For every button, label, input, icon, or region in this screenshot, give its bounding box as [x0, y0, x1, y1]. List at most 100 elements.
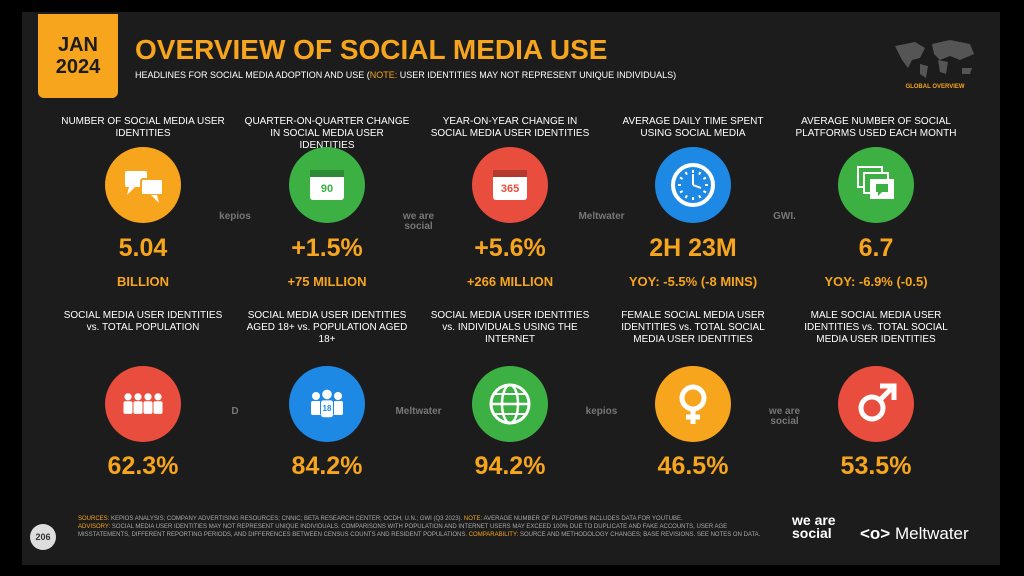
icon-shape — [334, 392, 342, 400]
comparability: SOURCE AND METHODOLOGY CHANGES; BASE REV… — [518, 532, 761, 538]
icon-shape: 18 — [289, 366, 365, 442]
icon-shape — [684, 171, 688, 176]
icon-shape — [105, 147, 181, 223]
icon-shape — [702, 176, 707, 180]
page-number: 206 — [30, 524, 56, 550]
icon-shape — [671, 163, 715, 207]
stat-label: AVERAGE NUMBER OF SOCIAL PLATFORMS USED … — [795, 116, 957, 139]
comparability-label: COMPARABILITY: — [468, 532, 519, 538]
icon-text: 90 — [321, 183, 333, 195]
stat-label: YEAR-ON-YEAR CHANGE IN SOCIAL MEDIA USER… — [430, 116, 590, 139]
icon — [105, 147, 181, 223]
subtitle-note-label: NOTE: — [369, 70, 398, 80]
stat-value: 5.04 — [118, 234, 168, 262]
icon-shape — [143, 401, 153, 414]
stat-sub: BILLION — [117, 274, 169, 289]
icon-shape — [124, 393, 132, 401]
source-logo: kepios — [585, 406, 618, 417]
stat-label: QUARTER-ON-QUARTER CHANGE IN SOCIAL MEDI… — [244, 116, 410, 151]
stat-value: 62.3% — [107, 452, 179, 480]
icon-shape — [679, 176, 684, 180]
sources-label: SOURCES: — [78, 516, 110, 522]
icon-shape — [144, 393, 152, 401]
source-logo: Meltwater — [578, 211, 625, 222]
icon-shape — [493, 170, 527, 177]
stat-sub: +75 MILLION — [287, 274, 367, 289]
source-logo: GWI. — [773, 211, 796, 222]
world-map — [895, 40, 974, 78]
stat-value: 2H 23M — [649, 234, 737, 262]
icon-shape — [655, 147, 731, 223]
title: OVERVIEW OF SOCIAL MEDIA USE — [135, 34, 608, 65]
sources: KEPIOS ANALYSIS; COMPANY ADVERTISING RES… — [109, 516, 464, 522]
subtitle-main: HEADLINES FOR SOCIAL MEDIA ADOPTION AND … — [135, 70, 370, 80]
icon-shape — [880, 383, 897, 400]
source-logo: we are social — [768, 406, 801, 427]
advisory-label: ADVISORY: — [78, 524, 111, 530]
stat-value: 46.5% — [657, 452, 729, 480]
icon-shape — [655, 366, 731, 442]
icon-shape: 365 — [472, 147, 548, 223]
icon-shape — [698, 171, 702, 176]
stat-label: FEMALE SOCIAL MEDIA USER IDENTITIES vs. … — [621, 310, 765, 345]
icon-shape — [858, 394, 886, 422]
source-logo: we are social — [402, 211, 435, 232]
stat-label: SOCIAL MEDIA USER IDENTITIES AGED 18+ vs… — [246, 310, 408, 345]
icon-shape — [310, 170, 344, 200]
stat-value: 84.2% — [291, 452, 363, 480]
slide: JAN 2024 OVERVIEW OF SOCIAL MEDIA USE HEA… — [22, 12, 1000, 565]
source-logo: D — [231, 406, 239, 417]
advisory: SOCIAL MEDIA USER IDENTITIES MAY NOT REP… — [78, 524, 728, 538]
icon: 18 — [289, 366, 365, 442]
icon-shape — [123, 401, 133, 414]
icon-shape — [702, 190, 707, 194]
icon-shape — [153, 401, 163, 414]
icon — [655, 147, 731, 223]
icon-shape — [133, 401, 143, 414]
icon-shape — [838, 366, 914, 442]
icon-shape — [679, 190, 684, 194]
stat-sub: YOY: -5.5% (-8 MINS) — [628, 274, 758, 289]
source-logo: kepios — [219, 211, 251, 222]
icon: 90 — [289, 147, 365, 223]
icon-shape — [151, 195, 159, 203]
map-label: GLOBAL OVERVIEW — [905, 84, 965, 90]
stat-value: +1.5% — [291, 234, 363, 262]
badge-text: JAN 2024 — [38, 34, 118, 78]
date-badge: JAN 2024 — [38, 14, 118, 98]
note: AVERAGE NUMBER OF PLATFORMS INCLUDES DAT… — [482, 516, 683, 522]
continents — [895, 40, 974, 78]
we-are-social-logo: we are social — [792, 512, 836, 541]
stat-value: 53.5% — [840, 452, 912, 480]
subtitle: HEADLINES FOR SOCIAL MEDIA ADOPTION AND … — [135, 70, 676, 80]
meltwater-text: Meltwater — [894, 524, 969, 543]
icon-shape — [878, 387, 893, 402]
stat-value: +5.6% — [474, 234, 546, 262]
icon-shape — [493, 170, 527, 200]
icon-shape — [838, 147, 914, 223]
stat-sub: +266 MILLION — [466, 274, 554, 289]
icon-shape — [154, 393, 162, 401]
icon-shape — [655, 366, 731, 442]
icon-shape — [310, 170, 344, 177]
stat-label: SOCIAL MEDIA USER IDENTITIES vs. INDIVID… — [430, 310, 590, 345]
icon-shape — [333, 401, 343, 415]
icon-shape — [838, 366, 914, 442]
icon-shape — [322, 389, 332, 400]
stat-value: 94.2% — [474, 452, 546, 480]
badge-year: 2024 — [55, 56, 101, 78]
icon-shape — [876, 184, 888, 196]
meltwater-logo: <o> Meltwater — [860, 524, 969, 544]
stat-sub: YOY: -6.9% (-0.5) — [824, 274, 928, 289]
footnote: SOURCES: KEPIOS ANALYSIS; COMPANY ADVERT… — [78, 515, 778, 539]
subtitle-note: USER IDENTITIES MAY NOT REPRESENT UNIQUE… — [397, 70, 677, 80]
badge-month: JAN — [57, 34, 98, 56]
icon-shape — [127, 187, 135, 195]
meltwater-mark: <o> — [860, 524, 891, 543]
icon-shape — [684, 194, 688, 199]
icon-text: 18 — [323, 404, 332, 413]
stat-label: MALE SOCIAL MEDIA USER IDENTITIES vs. TO… — [804, 310, 948, 345]
icon — [838, 147, 914, 223]
icon — [472, 366, 548, 442]
